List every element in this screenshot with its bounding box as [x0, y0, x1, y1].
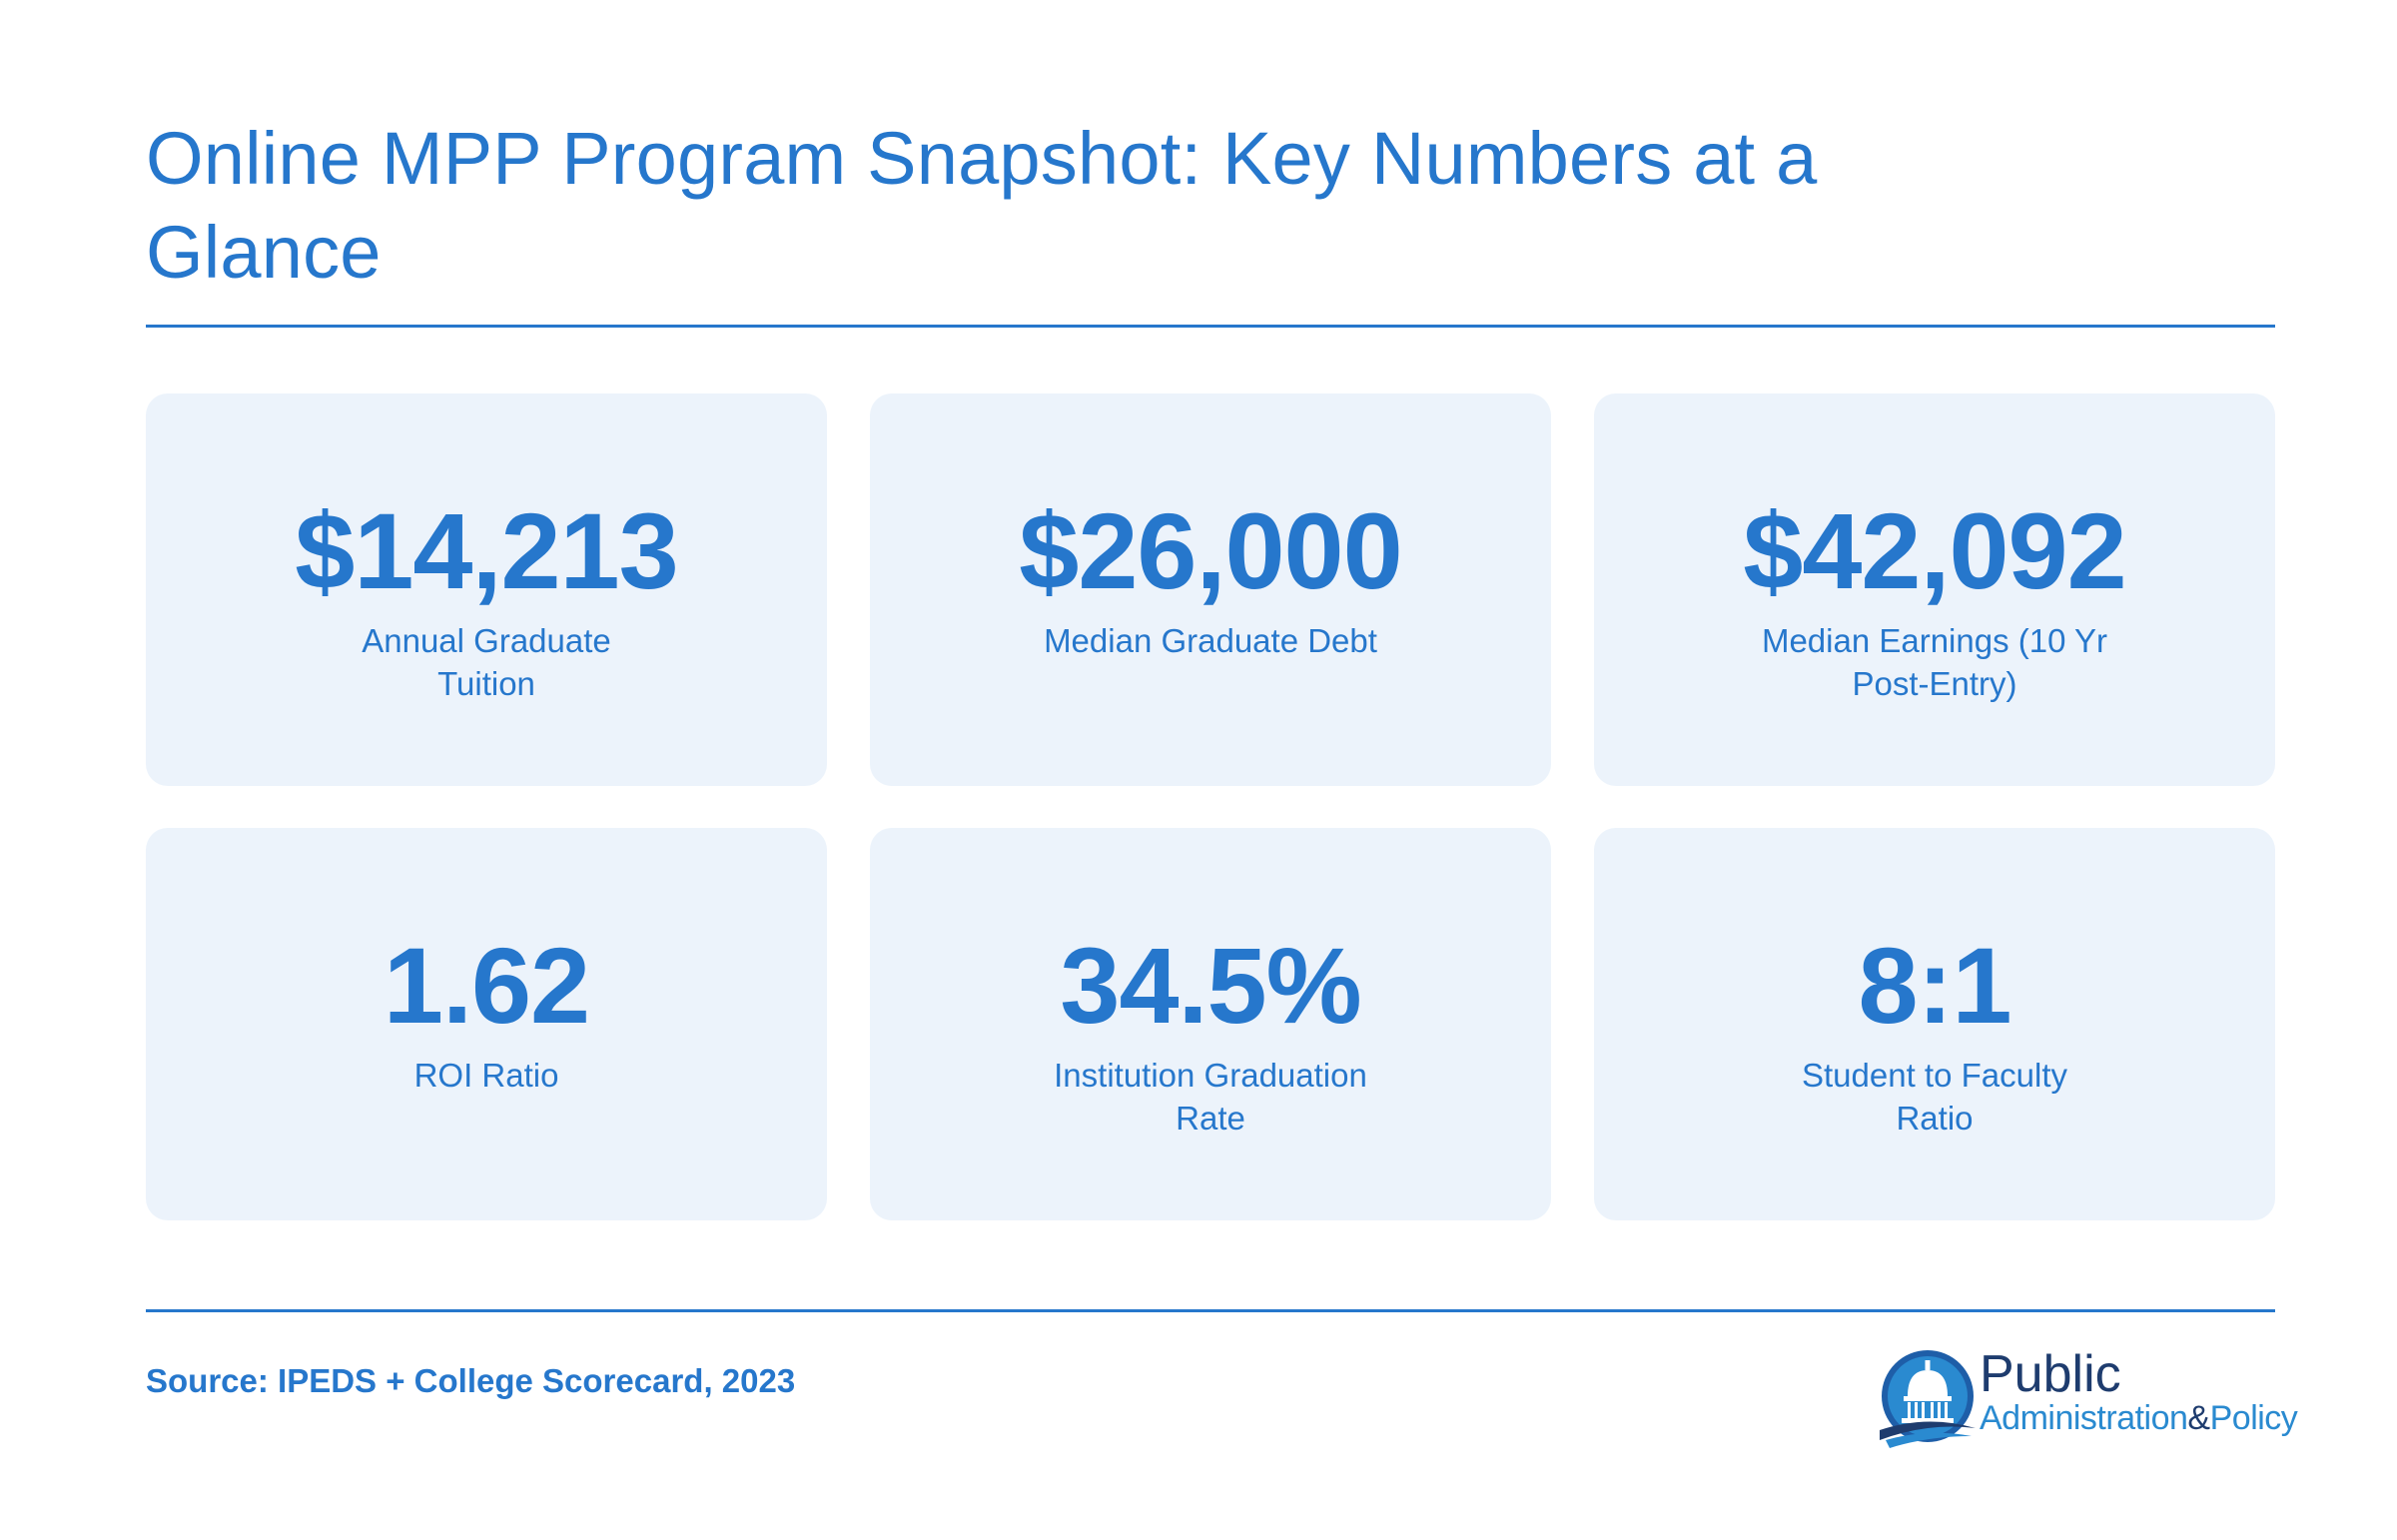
stat-label: Annual Graduate Tuition: [362, 622, 611, 702]
stat-label: ROI Ratio: [413, 1057, 559, 1094]
logo-wordmark-subtitle: Administration&Policy: [1980, 1398, 2298, 1438]
stat-value: 1.62: [383, 925, 590, 1046]
stat-value: $26,000: [1019, 490, 1402, 611]
bottom-divider: [146, 1309, 2275, 1312]
stat-value: 34.5%: [1060, 925, 1361, 1046]
source-note: Source: IPEDS + College Scorecard, 2023: [146, 1362, 796, 1399]
stat-card-roi-ratio: 1.62 ROI Ratio: [146, 828, 827, 1220]
stat-label: Institution Graduation Rate: [1054, 1057, 1367, 1137]
stat-card-graduation-rate: 34.5% Institution Graduation Rate: [870, 828, 1551, 1220]
stat-card-median-earnings: $42,092 Median Earnings (10 Yr Post-Entr…: [1594, 393, 2275, 786]
stat-value: 8:1: [1858, 925, 2011, 1046]
public-administration-policy-logo: Public Administration&Policy: [1878, 1344, 2298, 1456]
stat-value: $42,092: [1743, 490, 2126, 611]
stat-card-student-faculty-ratio: 8:1 Student to Faculty Ratio: [1594, 828, 2275, 1220]
logo-wordmark-public: Public: [1980, 1345, 2121, 1403]
logo-word-administration: Administration: [1980, 1399, 2188, 1437]
top-divider: [146, 325, 2275, 328]
capitol-dome-icon: [1880, 1350, 1976, 1448]
page-title: Online MPP Program Snapshot: Key Numbers…: [146, 117, 1818, 294]
stat-card-annual-tuition: $14,213 Annual Graduate Tuition: [146, 393, 827, 786]
logo-word-policy: Policy: [2209, 1399, 2298, 1437]
logo-ampersand: &: [2187, 1399, 2210, 1437]
stat-card-median-debt: $26,000 Median Graduate Debt: [870, 393, 1551, 786]
stat-label: Median Earnings (10 Yr Post-Entry): [1761, 622, 2108, 702]
stat-value: $14,213: [295, 490, 678, 611]
stat-label: Median Graduate Debt: [1044, 622, 1377, 659]
stats-grid: $14,213 Annual Graduate Tuition $26,000 …: [146, 393, 2275, 1220]
stat-label: Student to Faculty Ratio: [1802, 1057, 2067, 1137]
